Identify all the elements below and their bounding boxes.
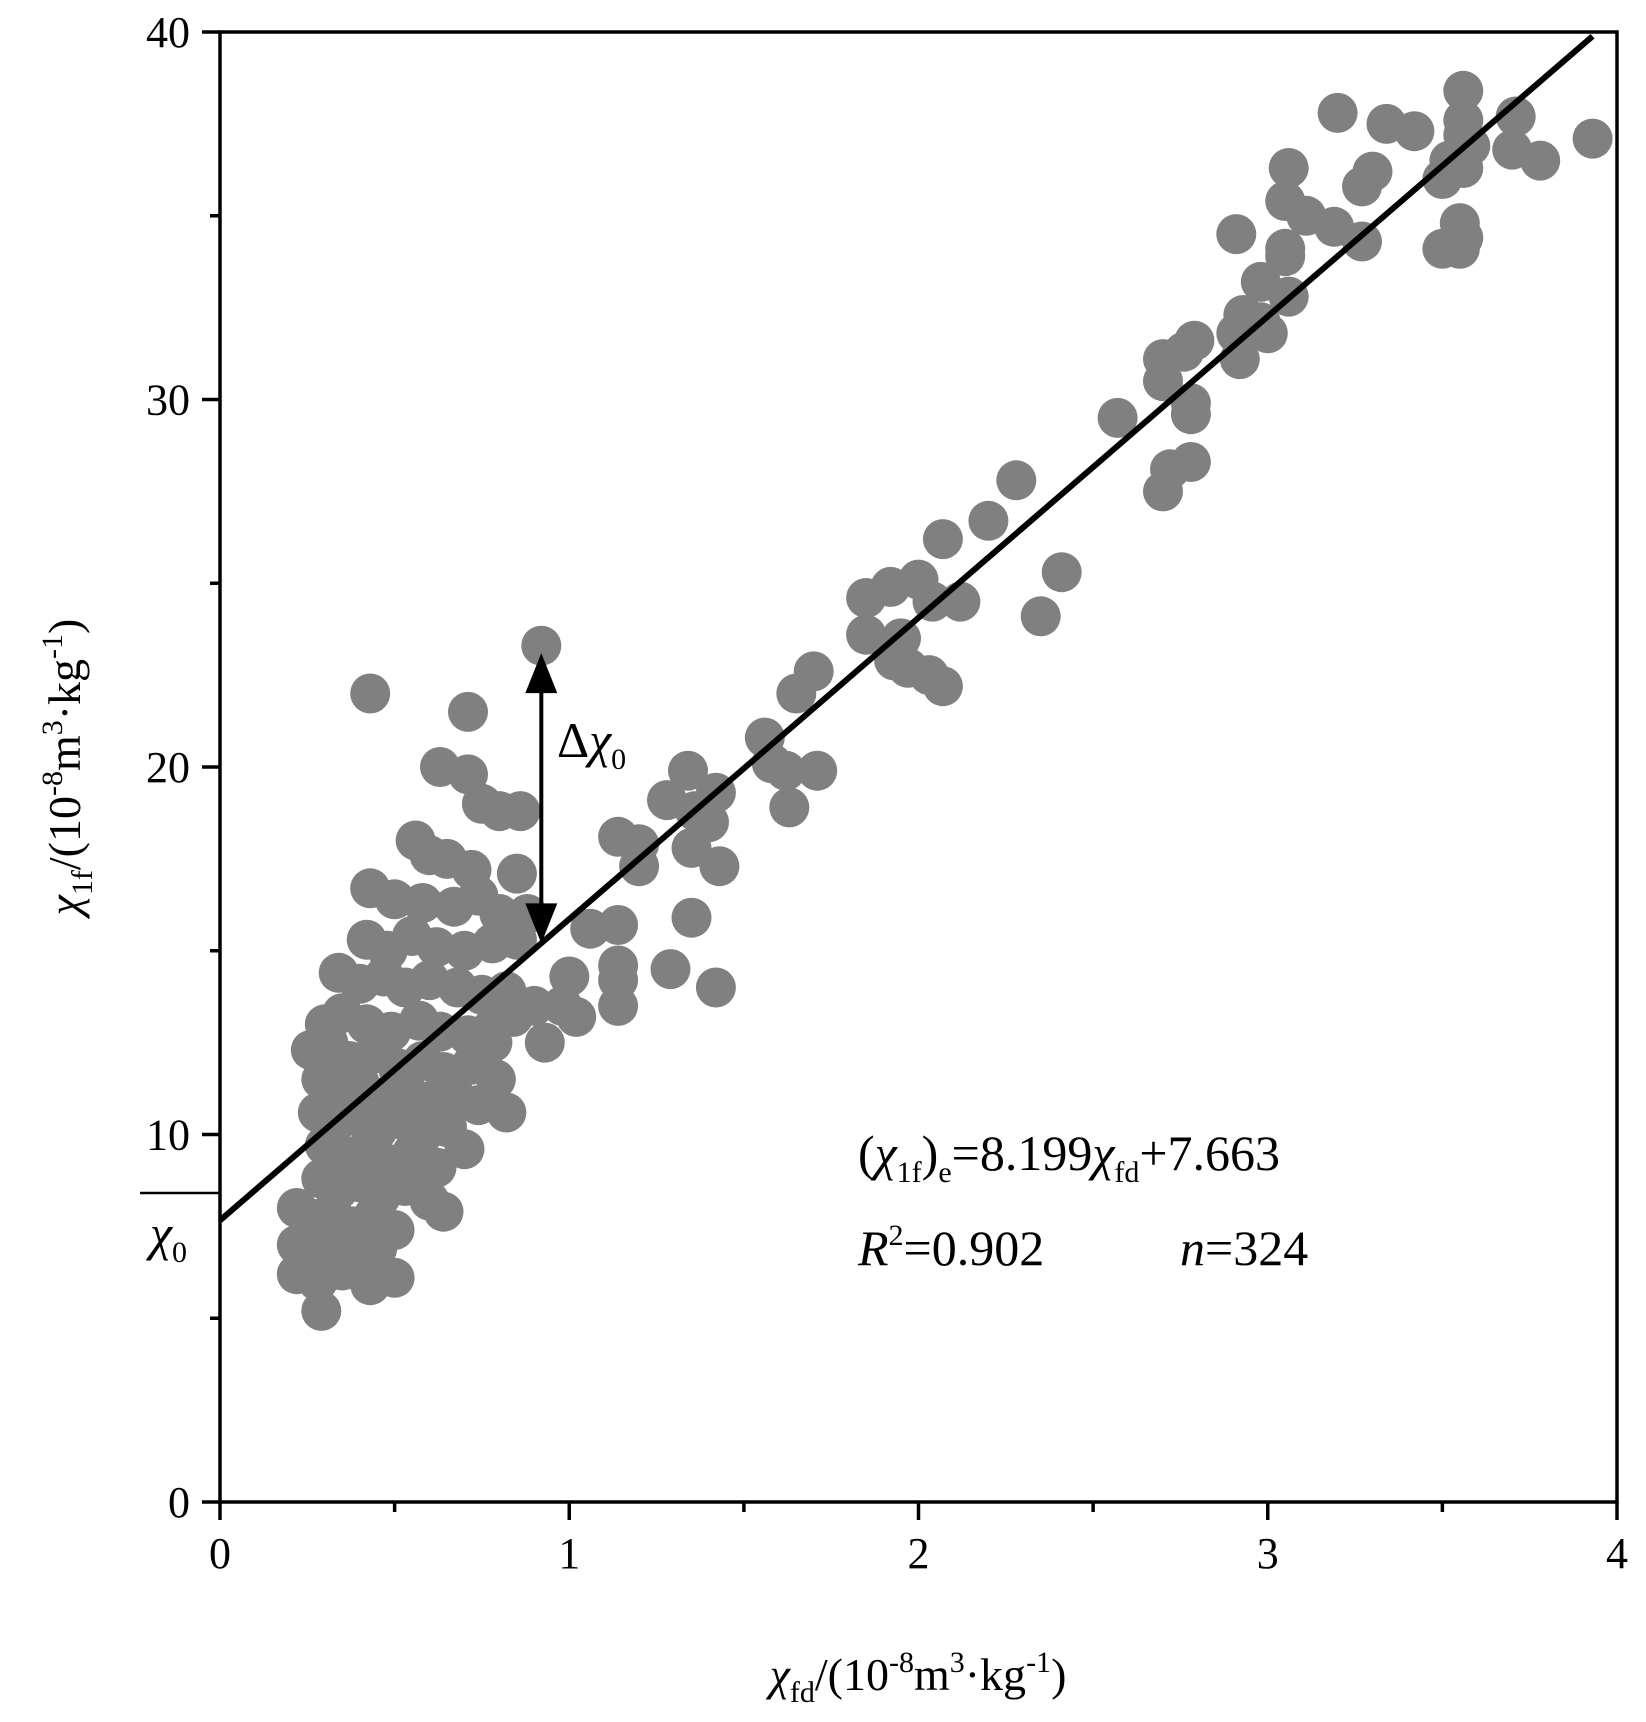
data-point xyxy=(1352,151,1393,192)
data-point xyxy=(301,1290,342,1331)
data-point xyxy=(598,985,639,1026)
data-point xyxy=(486,1092,527,1133)
data-point xyxy=(996,460,1037,501)
data-point xyxy=(1097,397,1138,438)
data-point xyxy=(1041,552,1082,593)
axis-ticks xyxy=(202,30,1619,1520)
data-point xyxy=(598,905,639,945)
x-tick-label: 3 xyxy=(1257,1529,1279,1578)
data-point xyxy=(1342,221,1382,262)
data-point xyxy=(521,625,562,666)
data-point xyxy=(493,996,534,1037)
regression-line xyxy=(218,33,1595,1223)
data-point xyxy=(357,1228,398,1269)
y-tick-label: 10 xyxy=(146,1111,190,1160)
y-tick-label: 20 xyxy=(146,743,190,792)
data-point xyxy=(1020,596,1061,637)
regression-equation: (χ1f)e=8.199χfd+7.663 xyxy=(858,1125,1280,1189)
y-tick-label: 30 xyxy=(146,376,190,425)
data-point xyxy=(769,787,810,828)
data-point xyxy=(671,897,712,938)
x-tick-label: 4 xyxy=(1606,1529,1628,1578)
scatter-points xyxy=(276,70,1613,1331)
intercept-label: χ0 xyxy=(146,1205,187,1269)
data-point xyxy=(797,750,838,791)
data-point xyxy=(1520,140,1561,181)
data-point xyxy=(524,1022,565,1063)
data-point xyxy=(922,519,963,560)
data-point xyxy=(1265,228,1306,269)
data-point xyxy=(765,750,806,791)
data-point xyxy=(695,967,736,1008)
y-tick-label: 40 xyxy=(146,8,190,57)
data-point xyxy=(1174,320,1215,361)
data-point xyxy=(922,666,963,707)
data-point xyxy=(1495,96,1536,137)
data-point xyxy=(650,949,691,990)
data-point xyxy=(1143,471,1183,512)
x-tick-label: 1 xyxy=(558,1529,580,1578)
data-point xyxy=(402,883,443,923)
delta-chi0-arrow xyxy=(525,653,558,944)
data-point xyxy=(1170,442,1211,482)
regression-stats: R2=0.902 n=324 xyxy=(857,1219,1308,1276)
data-point xyxy=(350,673,391,714)
data-point xyxy=(496,853,537,894)
data-point xyxy=(1268,148,1309,188)
data-point xyxy=(940,581,981,622)
data-point xyxy=(668,750,708,791)
data-point xyxy=(374,1257,415,1298)
data-point xyxy=(448,691,488,732)
data-point xyxy=(556,996,597,1037)
y-axis-title: χ1f/(10-8m3·kg-1) xyxy=(36,619,99,920)
data-point xyxy=(1443,217,1484,258)
data-point xyxy=(444,1129,485,1170)
data-point xyxy=(1216,214,1257,255)
plot-frame xyxy=(218,30,1619,1504)
x-tick-label: 0 xyxy=(209,1529,231,1578)
data-point xyxy=(619,846,660,887)
data-point xyxy=(496,919,537,960)
data-point xyxy=(500,791,541,832)
data-point xyxy=(793,651,834,692)
data-point xyxy=(1572,118,1613,159)
data-point xyxy=(549,956,590,997)
data-point xyxy=(1170,383,1211,424)
data-point xyxy=(423,1191,464,1232)
data-point xyxy=(699,846,740,887)
x-axis-title: χfd/(10-8m3·kg-1) xyxy=(766,1646,1067,1709)
data-point xyxy=(1443,70,1484,111)
delta-chi0-label: Δχ0 xyxy=(557,712,626,776)
data-point xyxy=(1394,111,1435,152)
x-tick-label: 2 xyxy=(908,1529,930,1578)
data-point xyxy=(1143,361,1183,402)
data-point xyxy=(846,614,887,655)
data-point xyxy=(1317,92,1358,133)
data-point xyxy=(968,500,1009,541)
y-tick-label: 0 xyxy=(168,1478,190,1527)
